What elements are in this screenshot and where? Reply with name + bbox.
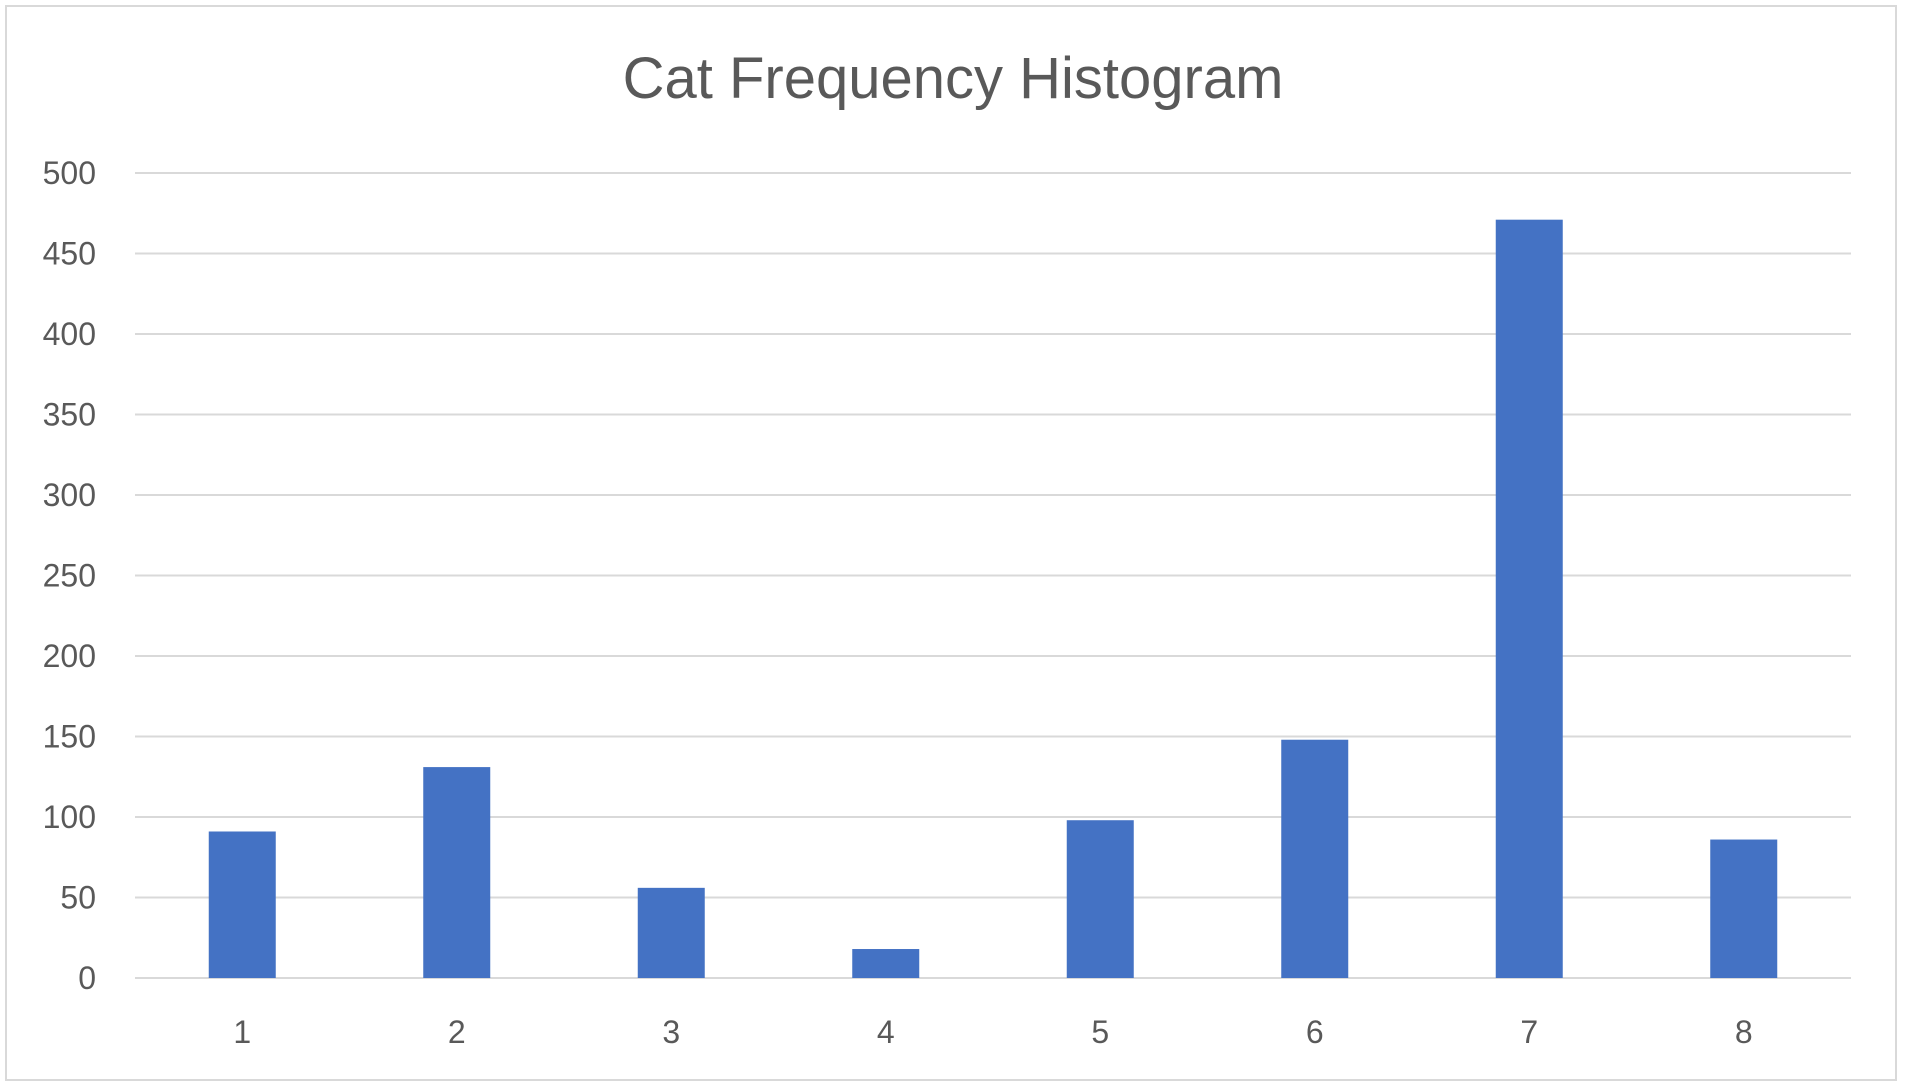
y-tick-label: 400 [43, 316, 96, 352]
bar-7 [1495, 219, 1563, 978]
x-tick-label: 2 [448, 1014, 466, 1050]
bar-2 [423, 767, 491, 978]
y-tick-label: 350 [43, 397, 96, 433]
x-axis-tick-labels: 1 2 3 4 5 6 7 8 [233, 1014, 1752, 1050]
x-tick-label: 1 [233, 1014, 251, 1050]
y-tick-label: 100 [43, 799, 96, 835]
y-axis-tick-labels: 0 50 100 150 200 250 300 350 400 450 500 [43, 155, 96, 996]
y-tick-label: 450 [43, 236, 96, 272]
x-tick-label: 3 [662, 1014, 680, 1050]
y-tick-label: 150 [43, 719, 96, 755]
x-tick-label: 7 [1520, 1014, 1538, 1050]
bar-5 [1066, 820, 1134, 978]
bar-1 [208, 831, 276, 978]
bar-4 [852, 949, 920, 978]
bars [208, 219, 1778, 978]
y-tick-label: 200 [43, 638, 96, 674]
y-tick-label: 300 [43, 477, 96, 513]
x-tick-label: 8 [1735, 1014, 1753, 1050]
bar-8 [1710, 839, 1778, 978]
bar-3 [637, 887, 705, 978]
x-tick-label: 4 [877, 1014, 895, 1050]
x-tick-label: 5 [1091, 1014, 1109, 1050]
y-tick-label: 50 [60, 880, 96, 916]
chart-frame [5, 5, 1897, 1081]
chart-title: Cat Frequency Histogram [622, 46, 1284, 111]
bar-6 [1281, 739, 1349, 978]
y-tick-label: 500 [43, 155, 96, 191]
y-tick-label: 250 [43, 558, 96, 594]
y-tick-label: 0 [78, 960, 96, 996]
gridlines [135, 172, 1851, 979]
x-tick-label: 6 [1306, 1014, 1324, 1050]
